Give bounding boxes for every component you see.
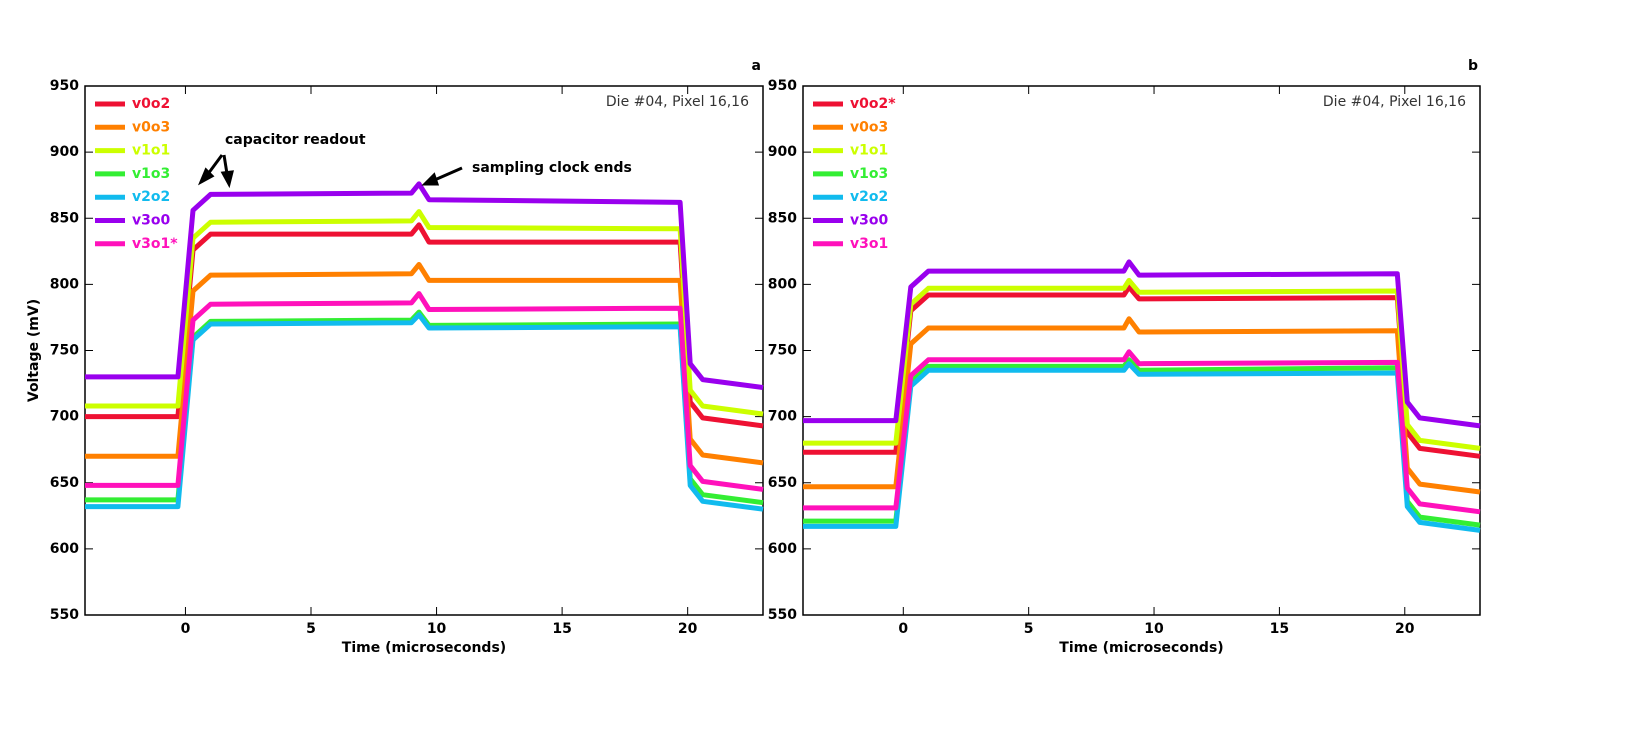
legend-label: v0o2 bbox=[132, 96, 170, 112]
y-tick-label: 850 bbox=[50, 210, 79, 226]
series-line bbox=[85, 209, 764, 417]
annotation: sampling clock ends bbox=[472, 160, 632, 176]
legend-label: v0o2* bbox=[850, 96, 896, 112]
legend-label: v3o1 bbox=[850, 236, 888, 252]
x-axis-label: Time (microseconds) bbox=[342, 640, 506, 656]
x-tick-label: 10 bbox=[427, 621, 447, 637]
y-tick-label: 600 bbox=[50, 541, 79, 557]
legend-label: v1o3 bbox=[132, 166, 170, 182]
x-tick-label: 5 bbox=[1024, 621, 1034, 637]
y-tick-label: 650 bbox=[50, 475, 79, 491]
panel-label: a bbox=[752, 58, 761, 74]
x-tick-label: 15 bbox=[1270, 621, 1289, 637]
annotation: capacitor readout bbox=[225, 132, 366, 148]
arrow-head bbox=[220, 170, 234, 189]
x-tick-label: 0 bbox=[181, 621, 191, 637]
y-tick-label: 700 bbox=[768, 409, 797, 425]
legend-label: v1o3 bbox=[850, 166, 888, 182]
y-tick-label: 850 bbox=[768, 210, 797, 226]
series-line bbox=[803, 259, 1481, 429]
y-tick-label: 650 bbox=[768, 475, 797, 491]
y-tick-label: 950 bbox=[768, 78, 797, 94]
x-tick-label: 0 bbox=[898, 621, 908, 637]
x-tick-label: 20 bbox=[1395, 621, 1415, 637]
series-line bbox=[803, 349, 1481, 515]
legend-label: v2o2 bbox=[132, 189, 170, 205]
y-tick-label: 550 bbox=[50, 607, 79, 623]
plot-area bbox=[802, 85, 1481, 616]
y-tick-label: 750 bbox=[768, 343, 797, 359]
series-line bbox=[85, 181, 764, 390]
annotation-arrows bbox=[197, 154, 463, 189]
series-line bbox=[803, 316, 1481, 495]
legend-label: v2o2 bbox=[850, 189, 888, 205]
legend-label: v1o1 bbox=[850, 143, 888, 159]
y-tick-label: 700 bbox=[50, 409, 79, 425]
note: Die #04, Pixel 16,16 bbox=[606, 94, 749, 110]
legend-label: v3o0 bbox=[850, 213, 888, 229]
legend-label: v3o1* bbox=[132, 236, 178, 252]
x-tick-label: 15 bbox=[552, 621, 571, 637]
y-tick-label: 900 bbox=[50, 144, 79, 160]
series-line bbox=[85, 291, 764, 492]
plot-area bbox=[84, 85, 764, 616]
y-tick-label: 800 bbox=[50, 276, 79, 292]
legend-label: v0o3 bbox=[850, 119, 888, 135]
y-tick-label: 950 bbox=[50, 78, 79, 94]
y-tick-label: 750 bbox=[50, 343, 79, 359]
y-axis-label: Voltage (mV) bbox=[26, 299, 42, 402]
y-tick-label: 550 bbox=[768, 607, 797, 623]
x-tick-label: 5 bbox=[306, 621, 316, 637]
y-tick-label: 600 bbox=[768, 541, 797, 557]
x-tick-label: 10 bbox=[1144, 621, 1164, 637]
y-tick-label: 900 bbox=[768, 144, 797, 160]
legend-label: v0o3 bbox=[132, 119, 170, 135]
x-axis-label: Time (microseconds) bbox=[1059, 640, 1223, 656]
legend-label: v1o1 bbox=[132, 143, 170, 159]
x-tick-label: 20 bbox=[678, 621, 698, 637]
arrow-head bbox=[197, 167, 215, 186]
y-tick-label: 800 bbox=[768, 276, 797, 292]
series-line bbox=[85, 262, 764, 466]
panel-label: b bbox=[1468, 58, 1478, 74]
legend-label: v3o0 bbox=[132, 213, 170, 229]
note: Die #04, Pixel 16,16 bbox=[1323, 94, 1466, 110]
arrow-head bbox=[421, 172, 440, 186]
